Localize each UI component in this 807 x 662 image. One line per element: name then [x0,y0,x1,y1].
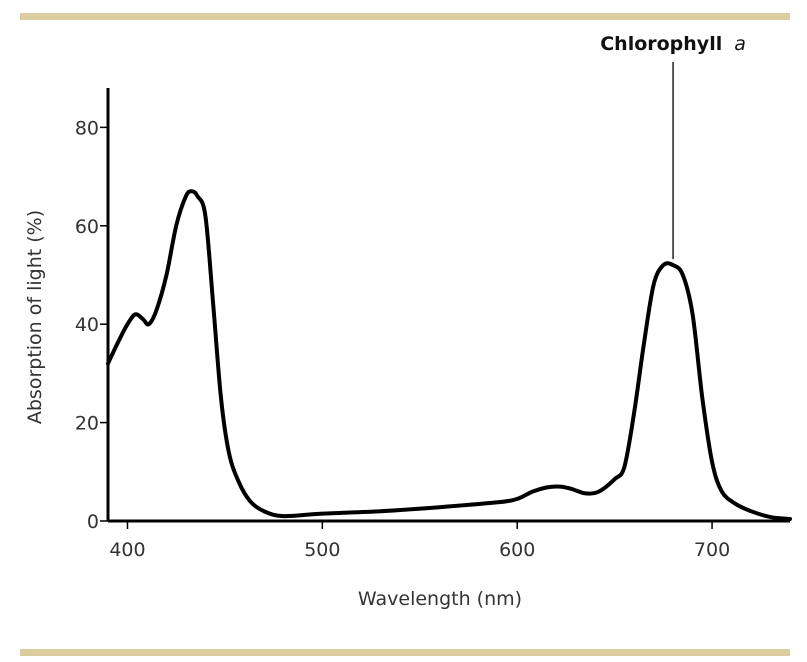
y-tick-label: 60 [75,216,99,238]
x-tick-label: 400 [109,539,145,561]
x-tick-label: 600 [499,539,535,561]
series-line [106,189,792,521]
annotation-label-bold: Chlorophyll [600,33,722,55]
y-axis-title: Absorption of light (%) [24,210,46,424]
y-tick-label: 40 [75,314,99,336]
y-tick-label: 0 [87,511,99,533]
y-axis-ticks: 0 20 40 60 80 [75,117,108,533]
annotation-label-italic: a [734,33,746,55]
x-tick-label: 500 [304,539,340,561]
bottom-divider [20,649,790,656]
y-tick-label: 20 [75,413,99,435]
x-axis-title: Wavelength (nm) [358,588,522,610]
y-tick-label: 80 [75,117,99,139]
annotation-label: Chlorophyll a [600,33,746,55]
x-tick-label: 700 [694,539,730,561]
top-divider [20,13,790,20]
x-axis-ticks: 400 500 600 700 [109,521,730,561]
